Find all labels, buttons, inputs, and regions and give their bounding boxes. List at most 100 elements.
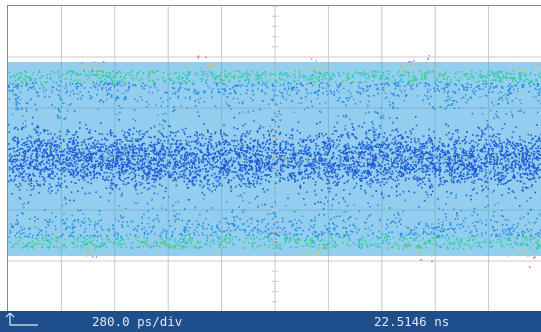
eye-sample-point [354, 243, 356, 245]
eye-sample-point [176, 81, 179, 84]
eye-sample-point [367, 72, 369, 74]
eye-sample-point [183, 228, 186, 230]
eye-sample-point [209, 234, 212, 236]
eye-sample-point [297, 80, 299, 82]
eye-sample-point [257, 245, 259, 247]
eye-sample-point [507, 233, 510, 235]
eye-sample-point [284, 87, 287, 90]
eye-sample-point [392, 236, 395, 239]
eye-sample-point [69, 84, 71, 86]
eye-sample-point [77, 221, 79, 223]
eye-sample-point [503, 94, 505, 97]
eye-sample-point [528, 79, 531, 82]
eye-sample-point [378, 230, 380, 233]
eye-sample-point [318, 90, 320, 92]
eye-sample-point [295, 89, 297, 91]
eye-sample-point [141, 133, 144, 135]
eye-sample-point [152, 207, 154, 209]
eye-sample-point [358, 210, 360, 212]
eye-sample-point [61, 204, 64, 207]
eye-sample-point [250, 230, 252, 232]
eye-sample-point [195, 71, 197, 74]
eye-sample-point [196, 220, 198, 222]
eye-sample-point [203, 92, 205, 94]
eye-sample-point [320, 111, 322, 114]
eye-sample-point [132, 247, 134, 249]
eye-sample-point [446, 86, 449, 88]
eye-sample-point [451, 191, 453, 194]
eye-sample-point [144, 230, 147, 232]
eye-sample-point [508, 72, 510, 74]
eye-sample-point [138, 133, 141, 136]
eye-sample-point [227, 72, 230, 74]
eye-sample-point [222, 246, 225, 249]
eye-sample-point [286, 90, 289, 92]
eye-sample-point [57, 84, 60, 87]
eye-sample-point [467, 243, 469, 246]
eye-sample-point [146, 84, 148, 87]
waveform-display[interactable] [7, 5, 541, 312]
eye-sample-point [139, 139, 141, 141]
eye-sample-point [458, 176, 460, 178]
eye-sample-point [482, 75, 484, 77]
eye-sample-point [328, 242, 331, 244]
eye-sample-point [435, 244, 438, 246]
eye-sample-point [372, 129, 375, 131]
eye-sample-point [186, 107, 188, 110]
eye-sample-point [307, 77, 309, 79]
eye-sample-point [45, 234, 47, 236]
eye-sample-point [211, 90, 213, 92]
eye-sample-point [494, 220, 496, 223]
eye-sample-point [324, 251, 326, 253]
eye-sample-point [162, 175, 164, 177]
eye-sample-point [196, 231, 199, 233]
eye-sample-point [499, 233, 501, 235]
eye-sample-point [16, 87, 19, 89]
eye-sample-point [334, 246, 336, 248]
eye-sample-point [277, 226, 280, 228]
eye-sample-point [437, 236, 439, 238]
eye-sample-point [400, 74, 402, 76]
eye-sample-point [315, 60, 317, 62]
eye-sample-point [223, 218, 225, 220]
eye-sample-point [135, 74, 138, 77]
eye-sample-point [474, 93, 476, 96]
eye-sample-point [504, 76, 507, 78]
eye-sample-point [391, 81, 394, 83]
eye-sample-point [381, 233, 383, 235]
eye-sample-point [155, 104, 157, 106]
eye-sample-point [344, 125, 346, 127]
eye-sample-point [271, 227, 273, 229]
eye-sample-point [238, 102, 240, 104]
eye-sample-point [71, 214, 73, 217]
eye-sample-point [402, 71, 404, 73]
eye-sample-point [293, 111, 295, 113]
eye-sample-point [232, 97, 235, 100]
eye-sample-point [403, 239, 405, 241]
eye-sample-point [113, 73, 115, 76]
eye-sample-point [416, 227, 418, 229]
eye-sample-point [157, 114, 159, 116]
eye-sample-point [479, 167, 481, 170]
eye-sample-point [9, 90, 12, 92]
eye-sample-point [348, 217, 350, 219]
eye-sample-point [105, 76, 107, 78]
eye-sample-point [51, 233, 54, 235]
eye-sample-point [157, 193, 159, 195]
eye-sample-point [242, 199, 244, 202]
eye-sample-point [114, 231, 117, 234]
eye-sample-point [151, 71, 154, 73]
eye-sample-point [478, 242, 480, 244]
eye-sample-point [186, 76, 188, 79]
eye-sample-point [447, 196, 449, 198]
eye-sample-point [357, 81, 359, 83]
eye-sample-point [94, 221, 97, 223]
eye-sample-point [287, 86, 290, 88]
eye-sample-point [306, 83, 308, 85]
eye-sample-point [530, 71, 532, 74]
eye-sample-point [193, 91, 195, 93]
eye-sample-point [300, 102, 303, 104]
eye-sample-point [419, 82, 421, 85]
eye-sample-point [498, 116, 500, 119]
eye-sample-point [352, 223, 355, 225]
